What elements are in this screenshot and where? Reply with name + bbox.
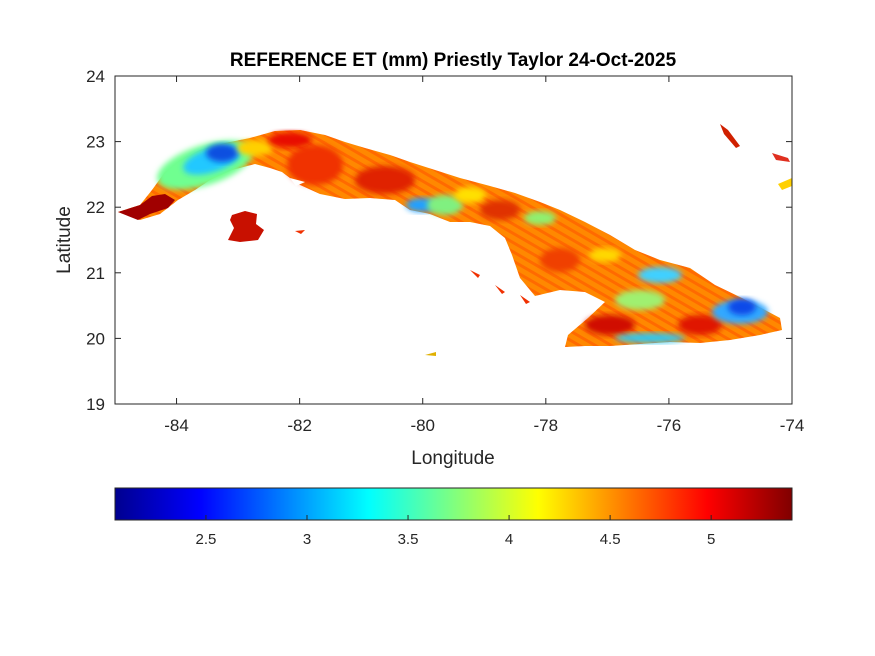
y-tick-label: 24 xyxy=(86,67,105,86)
region-central-red xyxy=(480,200,520,220)
y-tick-label: 23 xyxy=(86,133,105,152)
cay-havana xyxy=(290,178,305,186)
cay-jardines xyxy=(295,230,305,234)
x-tick-label: -78 xyxy=(534,416,559,435)
colorbar-axis: 2.5 3 3.5 4 4.5 5 xyxy=(196,515,715,548)
colorbar-tick-label: 3.5 xyxy=(398,531,419,548)
region-pinar-yellow xyxy=(237,140,273,156)
region-central-green xyxy=(524,211,556,225)
region-camaguey-red xyxy=(540,248,580,272)
y-tick-label: 21 xyxy=(86,264,105,283)
x-axis-label: Longitude xyxy=(411,448,494,469)
y-tick-label: 20 xyxy=(86,329,105,348)
region-matanzas-red xyxy=(355,166,415,194)
region-east-green xyxy=(615,290,665,310)
colorbar-tick-label: 4.5 xyxy=(600,531,621,548)
chart-title: REFERENCE ET (mm) Priestly Taylor 24-Oct… xyxy=(230,50,677,71)
y-axis: 19 20 21 22 23 24 xyxy=(86,67,792,414)
cuba-texture xyxy=(118,130,782,347)
region-matanzas-yellow xyxy=(454,187,486,203)
colorbar-tick-label: 4 xyxy=(505,531,513,548)
colorbar-tick-label: 2.5 xyxy=(196,531,217,548)
plot-frame xyxy=(114,75,793,405)
region-pinar-blue xyxy=(206,144,238,162)
colorbar-tick-label: 3 xyxy=(303,531,311,548)
x-tick-label: -80 xyxy=(410,416,435,435)
region-havana xyxy=(287,145,343,185)
y-tick-label: 22 xyxy=(86,198,105,217)
x-tick-label: -82 xyxy=(287,416,312,435)
colorbar-tick-label: 5 xyxy=(707,531,715,548)
x-tick-label: -74 xyxy=(780,416,805,435)
cay-south xyxy=(425,352,436,356)
cay-coast-3 xyxy=(520,295,530,304)
map-layer xyxy=(118,124,792,356)
cay-coast-1 xyxy=(470,270,480,278)
cay-east xyxy=(772,153,790,162)
region-guantanamo-blue xyxy=(728,299,756,315)
cay-east-yellow xyxy=(778,178,792,190)
region-south-cyan xyxy=(615,333,685,343)
cay-coast-2 xyxy=(495,285,505,294)
region-santiago-red xyxy=(678,315,722,335)
colorbar xyxy=(114,487,793,521)
cay-north xyxy=(720,124,740,148)
y-tick-label: 19 xyxy=(86,395,105,414)
region-granma-red xyxy=(585,315,635,335)
region-camaguey-yellow xyxy=(589,248,621,262)
x-tick-label: -84 xyxy=(164,416,189,435)
plot-area xyxy=(115,76,792,404)
x-tick-label: -76 xyxy=(657,416,682,435)
y-axis-label: Latitude xyxy=(54,206,75,274)
isla-de-la-juventud xyxy=(228,211,264,242)
region-artemisa xyxy=(268,132,312,148)
region-east-cyan xyxy=(638,267,682,283)
region-zapata-green xyxy=(427,195,463,215)
region-guanahacabibes xyxy=(118,194,175,220)
x-axis: -84 -82 -80 -78 -76 -74 xyxy=(164,76,804,435)
